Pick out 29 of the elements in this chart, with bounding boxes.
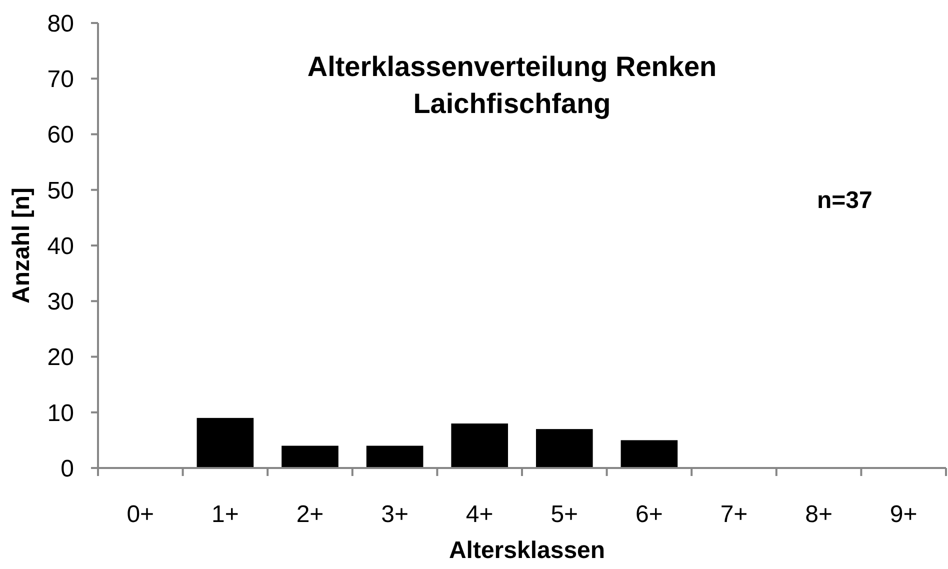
x-tick-label: 5+ (550, 501, 578, 528)
y-tick-label: 80 (47, 10, 74, 38)
y-tick-label: 70 (47, 66, 74, 94)
y-tick-label: 40 (47, 232, 74, 260)
annotation: n=37 (817, 187, 872, 214)
x-tick-label: 1+ (212, 501, 239, 528)
bar (620, 440, 678, 468)
x-tick-label: 6+ (636, 501, 663, 528)
y-tick-label: 60 (47, 122, 74, 149)
y-tick-label: 30 (47, 288, 74, 316)
x-tick-label: 3+ (381, 501, 408, 528)
x-tick-label: 2+ (296, 501, 324, 528)
y-tick-label: 0 (60, 455, 74, 482)
bar (282, 446, 338, 468)
y-tick-label: 50 (47, 177, 74, 204)
y-tick-label: 10 (47, 400, 74, 427)
bar (536, 429, 593, 468)
x-tick-label: 0+ (126, 501, 154, 528)
bar (196, 418, 254, 468)
y-tick-label: 20 (47, 344, 74, 372)
x-tick-label: 8+ (805, 501, 832, 528)
bar (366, 446, 424, 468)
y-axis-title: Anzahl [n] (8, 188, 35, 304)
x-tick-label: 7+ (720, 501, 748, 528)
x-tick-label: 4+ (466, 501, 494, 528)
bar (451, 424, 508, 468)
x-axis-title: Altersklassen (448, 537, 606, 564)
x-tick-label: 9+ (890, 501, 918, 528)
text: Alterklassenverteilung Renken Laichfischfang (307, 51, 717, 119)
